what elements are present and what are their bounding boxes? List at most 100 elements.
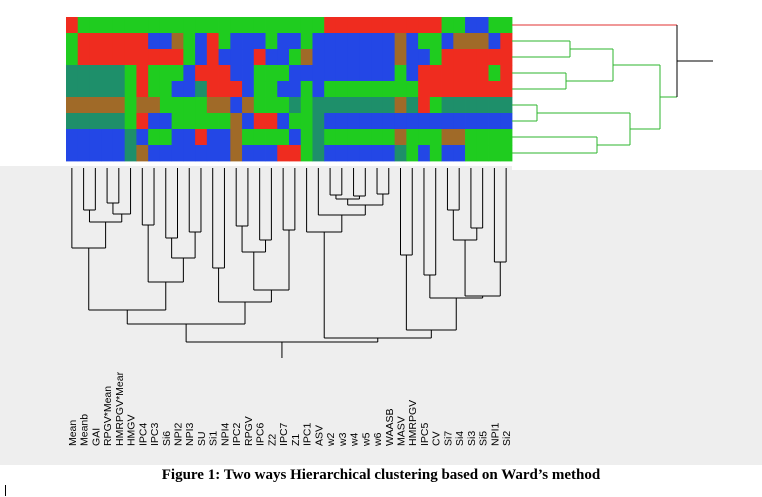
heatmap-cell xyxy=(500,65,513,82)
heatmap-cell xyxy=(312,113,325,130)
heatmap-cell xyxy=(429,145,442,162)
heatmap-cell xyxy=(453,81,466,98)
column-label: Si6 xyxy=(161,431,173,446)
heatmap-cell xyxy=(148,33,161,50)
heatmap-cell xyxy=(253,113,266,130)
heatmap-cell xyxy=(488,33,501,50)
column-label: Meanb xyxy=(79,414,91,446)
figure-caption: Figure 1: Two ways Hierarchical clusteri… xyxy=(161,467,601,483)
heatmap-cell xyxy=(465,81,478,98)
heatmap-cell xyxy=(418,81,431,98)
heatmap-cell xyxy=(406,65,419,82)
heatmap-cell xyxy=(312,129,325,146)
heatmap-cell xyxy=(359,65,372,82)
heatmap-cell xyxy=(465,129,478,146)
column-label: Si4 xyxy=(454,431,466,446)
heatmap-cell xyxy=(335,65,349,82)
column-label: Si2 xyxy=(501,431,513,446)
heatmap-cell xyxy=(406,145,419,162)
heatmap-cell xyxy=(335,97,349,114)
heatmap-cell xyxy=(394,49,407,66)
heatmap-cell xyxy=(171,97,184,114)
heatmap-cell xyxy=(230,81,243,98)
heatmap-cell xyxy=(488,145,501,162)
column-label: w4 xyxy=(349,432,361,447)
heatmap-cell xyxy=(77,81,90,98)
heatmap-cell xyxy=(488,49,501,66)
heatmap-cell xyxy=(218,33,231,50)
heatmap-cell xyxy=(465,33,478,50)
heatmap-cell xyxy=(394,129,407,146)
heatmap-cell xyxy=(195,49,208,66)
heatmap-cell xyxy=(359,97,372,114)
heatmap-cell xyxy=(66,49,79,66)
heatmap-cell xyxy=(230,17,243,34)
heatmap-cell xyxy=(406,81,419,98)
heatmap-cell xyxy=(465,65,478,82)
heatmap-cell xyxy=(183,145,196,162)
heatmap-cell xyxy=(148,113,161,130)
heatmap-cell xyxy=(453,33,466,50)
heatmap-cell xyxy=(112,49,126,66)
heatmap-cell xyxy=(136,81,149,98)
heatmap-cell xyxy=(300,145,313,162)
heatmap-cell xyxy=(300,113,313,130)
heatmap-cell xyxy=(195,145,208,162)
heatmap-cell xyxy=(265,17,278,34)
heatmap-cell xyxy=(418,33,431,50)
heatmap-cell xyxy=(124,129,137,146)
heatmap-cell xyxy=(429,49,442,66)
heatmap-cell xyxy=(300,81,313,98)
heatmap-cell xyxy=(101,17,114,34)
heatmap-cell xyxy=(312,17,325,34)
heatmap-cell xyxy=(335,33,349,50)
heatmap-cell xyxy=(195,17,208,34)
heatmap-cell xyxy=(394,33,407,50)
heatmap-cell xyxy=(89,97,102,114)
heatmap-cell xyxy=(347,145,360,162)
heatmap-cell xyxy=(66,81,79,98)
heatmap-cell xyxy=(218,17,231,34)
column-labels: Mean Meanb GAI RPGV*Mean HMRPGV*Mear HMGV IPC4… xyxy=(67,371,513,447)
heatmap-cell xyxy=(112,113,126,130)
heatmap-cell xyxy=(394,65,407,82)
column-label: w3 xyxy=(337,432,349,447)
heatmap-cell xyxy=(488,129,501,146)
heatmap-cell xyxy=(277,81,290,98)
heatmap-cell xyxy=(230,33,243,50)
heatmap-cell xyxy=(418,49,431,66)
heatmap-cell xyxy=(265,65,278,82)
heatmap-cell xyxy=(265,33,278,50)
heatmap-cell xyxy=(112,129,126,146)
heatmap-cell xyxy=(476,129,489,146)
heatmap-cell xyxy=(159,97,173,114)
heatmap-cell xyxy=(206,129,219,146)
heatmap-cell xyxy=(148,17,161,34)
heatmap-cell xyxy=(159,145,173,162)
heatmap-cell xyxy=(101,81,114,98)
heatmap-cell xyxy=(312,81,325,98)
heatmap-cell xyxy=(124,49,137,66)
heatmap-cell xyxy=(394,97,407,114)
heatmap-cell xyxy=(382,97,396,114)
heatmap-cell xyxy=(148,81,161,98)
column-label: w2 xyxy=(325,432,337,447)
heatmap-cell xyxy=(476,17,489,34)
heatmap-cell xyxy=(66,97,79,114)
heatmap-cell xyxy=(289,17,302,34)
heatmap-cell xyxy=(66,145,79,162)
heatmap-cell xyxy=(124,145,137,162)
heatmap-cell xyxy=(429,65,442,82)
heatmap-cell xyxy=(289,65,302,82)
heatmap-cell xyxy=(136,17,149,34)
heatmap-cell xyxy=(476,65,489,82)
heatmap-cell xyxy=(89,49,102,66)
heatmap-cell xyxy=(77,145,90,162)
heatmap-cell xyxy=(441,17,454,34)
heatmap-cell xyxy=(300,33,313,50)
heatmap-cell xyxy=(453,129,466,146)
heatmap-cell xyxy=(89,65,102,82)
heatmap-cell xyxy=(265,113,278,130)
column-label: NPI1 xyxy=(489,423,501,447)
heatmap-cell xyxy=(347,17,360,34)
